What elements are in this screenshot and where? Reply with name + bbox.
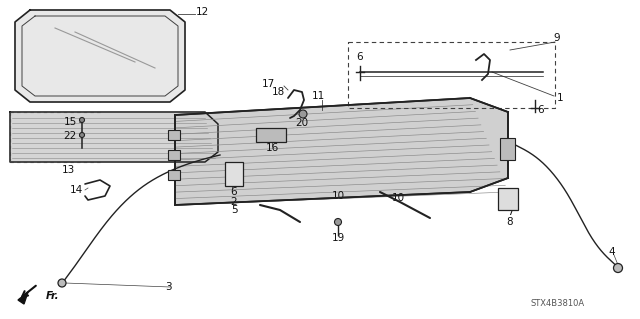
Text: 6: 6 [230,187,237,197]
Text: 8: 8 [507,217,513,227]
Circle shape [299,110,307,118]
Text: 20: 20 [296,118,308,128]
Text: 11: 11 [312,91,324,101]
Text: 19: 19 [332,233,344,243]
Circle shape [614,263,623,272]
Bar [168,150,180,160]
Text: 1: 1 [557,93,564,103]
Text: 18: 18 [271,87,285,97]
Text: 22: 22 [64,131,77,141]
Text: 5: 5 [230,205,237,215]
Text: 17: 17 [261,79,275,89]
Circle shape [335,219,342,226]
Circle shape [79,132,84,137]
Text: 7: 7 [507,207,513,217]
Bar [225,162,243,186]
Circle shape [79,117,84,122]
Bar [498,188,518,210]
Circle shape [58,279,66,287]
Text: 12: 12 [195,7,209,17]
Text: 4: 4 [609,247,615,257]
Bar [168,130,180,140]
Text: 16: 16 [266,143,278,153]
Text: Fr.: Fr. [46,291,60,301]
Text: 14: 14 [70,185,83,195]
Text: STX4B3810A: STX4B3810A [531,299,585,308]
Polygon shape [18,292,28,304]
Text: 2: 2 [230,197,237,207]
Text: 13: 13 [61,165,75,175]
Text: 9: 9 [554,33,560,43]
Text: 6: 6 [356,52,363,62]
Text: 10: 10 [332,191,344,201]
Bar [256,128,286,142]
Bar [168,170,180,180]
Text: 15: 15 [64,117,77,127]
Text: 6: 6 [538,105,544,115]
Polygon shape [10,112,218,162]
Text: 10: 10 [392,193,404,203]
Bar [500,138,515,160]
Text: 3: 3 [165,282,172,292]
Polygon shape [175,98,508,205]
Polygon shape [15,10,185,102]
